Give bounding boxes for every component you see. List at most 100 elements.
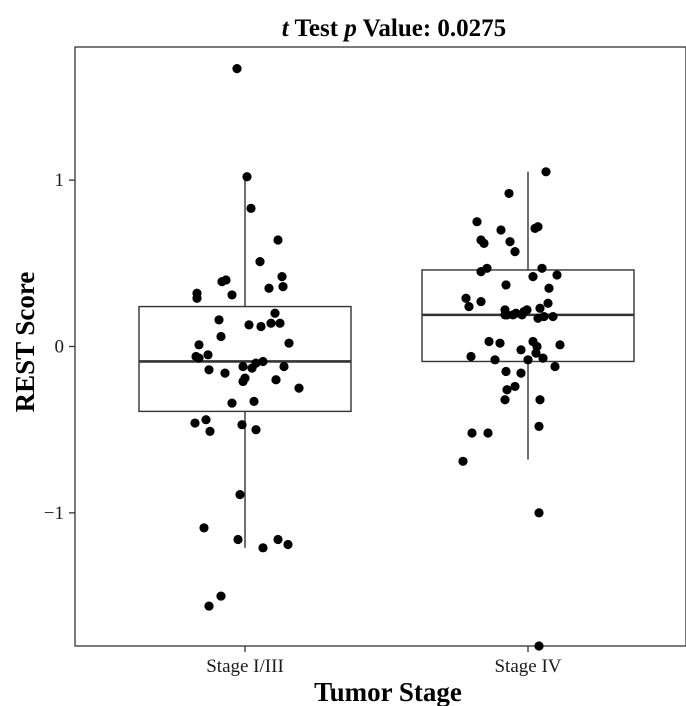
data-point bbox=[258, 543, 268, 553]
data-point bbox=[227, 398, 237, 408]
data-point bbox=[249, 396, 259, 407]
data-point bbox=[464, 301, 474, 312]
data-point bbox=[283, 539, 293, 550]
data-point bbox=[238, 376, 248, 387]
data-point bbox=[458, 456, 468, 466]
data-point bbox=[194, 353, 204, 363]
data-point bbox=[472, 217, 482, 227]
data-point bbox=[522, 305, 532, 315]
data-point bbox=[216, 591, 226, 601]
data-point bbox=[461, 293, 471, 303]
data-point bbox=[214, 315, 224, 325]
data-point bbox=[528, 272, 538, 282]
data-point bbox=[235, 489, 245, 500]
data-point bbox=[246, 203, 256, 213]
data-point bbox=[275, 318, 285, 328]
data-point bbox=[516, 345, 526, 355]
data-point bbox=[192, 293, 202, 303]
data-point bbox=[266, 318, 276, 328]
data-point bbox=[500, 395, 510, 405]
data-point bbox=[247, 363, 257, 373]
data-point bbox=[510, 247, 520, 257]
data-point bbox=[495, 338, 505, 348]
data-point bbox=[244, 320, 254, 330]
data-point bbox=[220, 368, 230, 378]
data-point bbox=[531, 348, 541, 358]
title-test: Test bbox=[289, 15, 345, 42]
plot-frame bbox=[74, 46, 686, 647]
y-axis-title: REST Score bbox=[10, 272, 40, 413]
data-point bbox=[533, 222, 543, 232]
data-point bbox=[505, 237, 515, 247]
data-point bbox=[501, 280, 511, 290]
data-point bbox=[476, 267, 486, 277]
data-point bbox=[205, 426, 215, 436]
title-p: p bbox=[342, 15, 357, 42]
data-point bbox=[533, 313, 543, 323]
data-point bbox=[217, 277, 227, 287]
data-point bbox=[490, 355, 500, 365]
data-point bbox=[277, 272, 287, 282]
data-point bbox=[555, 340, 565, 350]
data-point bbox=[544, 283, 554, 293]
data-point bbox=[552, 270, 562, 280]
data-point bbox=[510, 381, 520, 392]
data-point bbox=[516, 368, 526, 378]
plot-area: 1 0 −1 Stage I/III Stage IV bbox=[44, 46, 686, 677]
y-tick-label: −1 bbox=[44, 503, 64, 524]
data-point bbox=[279, 361, 289, 372]
data-point bbox=[537, 263, 547, 273]
data-point bbox=[264, 283, 274, 293]
data-point bbox=[256, 321, 266, 332]
data-point bbox=[484, 336, 494, 347]
data-point bbox=[255, 257, 265, 267]
data-point bbox=[550, 361, 560, 372]
data-point bbox=[467, 428, 477, 438]
data-point bbox=[502, 385, 512, 395]
data-point bbox=[270, 308, 280, 318]
data-point bbox=[496, 225, 506, 235]
data-point bbox=[204, 365, 214, 375]
box bbox=[138, 305, 352, 413]
y-tick-label: 0 bbox=[55, 337, 65, 358]
data-point bbox=[284, 338, 294, 348]
data-point bbox=[476, 296, 486, 307]
data-point bbox=[242, 172, 252, 182]
data-point bbox=[237, 420, 247, 430]
data-point bbox=[199, 523, 209, 533]
data-point bbox=[294, 383, 304, 393]
x-tick-label: Stage I/III bbox=[206, 656, 284, 677]
data-point bbox=[278, 282, 288, 292]
y-tick-label: 1 bbox=[55, 170, 65, 191]
data-point bbox=[501, 366, 511, 377]
data-point bbox=[483, 428, 493, 438]
data-point bbox=[271, 375, 281, 385]
chart-title: t Test p Value: 0.0275 bbox=[282, 15, 506, 42]
data-point bbox=[534, 641, 544, 651]
data-point bbox=[273, 235, 283, 245]
data-point bbox=[541, 167, 551, 177]
data-point bbox=[258, 356, 268, 367]
data-point bbox=[466, 351, 476, 362]
data-point bbox=[204, 601, 214, 611]
data-point bbox=[504, 188, 514, 199]
data-point bbox=[233, 534, 243, 545]
data-point bbox=[523, 355, 533, 365]
data-point bbox=[543, 298, 553, 308]
data-point bbox=[201, 415, 211, 425]
data-point bbox=[232, 64, 242, 74]
data-point bbox=[535, 303, 545, 313]
data-point bbox=[534, 421, 544, 431]
title-value: Value: 0.0275 bbox=[357, 15, 506, 42]
data-point bbox=[538, 353, 548, 363]
data-point bbox=[479, 238, 489, 248]
data-point bbox=[203, 350, 213, 360]
data-point bbox=[227, 290, 237, 300]
x-axis-title: Tumor Stage bbox=[314, 677, 462, 706]
data-point bbox=[273, 534, 283, 545]
data-point bbox=[548, 311, 558, 322]
data-point bbox=[535, 395, 545, 405]
data-point bbox=[238, 361, 248, 372]
title-t: t bbox=[282, 15, 290, 42]
